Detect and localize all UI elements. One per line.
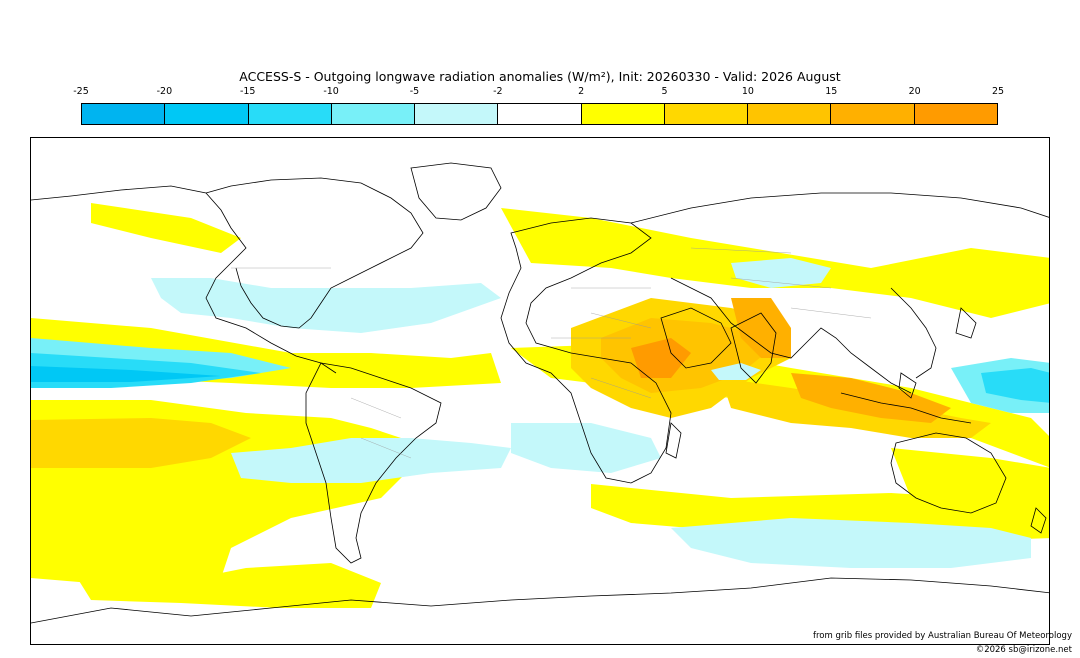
colorbar-tick-labels: -25 -20 -15 -10 -5 -2 2 5 10 15 20 25	[73, 86, 1004, 100]
map-title: ACCESS-S - Outgoing longwave radiation a…	[239, 69, 841, 84]
colorbar-tick-label: -25	[73, 86, 89, 97]
colorbar-segment	[581, 104, 665, 124]
colorbar-segment	[914, 104, 997, 124]
country-borders	[231, 247, 872, 459]
colorbar-segment	[831, 104, 915, 124]
colorbar-tick-label: 5	[661, 86, 668, 97]
colorbar-tick-label: 20	[908, 86, 921, 97]
anomaly-field	[31, 162, 1049, 624]
world-map	[30, 137, 1050, 645]
colorbar-tick-label: -5	[409, 86, 420, 97]
colorbar-tick-label: 10	[741, 86, 754, 97]
negative-anomaly-regions	[31, 258, 1049, 568]
copyright-credit: ©2026 sb@irizone.net	[975, 645, 1072, 655]
colorbar-segment	[748, 104, 832, 124]
positive-anomaly-regions	[31, 203, 1049, 608]
data-source-credit: from grib files provided by Australian B…	[812, 631, 1072, 641]
colorbar-tick-label: 2	[578, 86, 585, 97]
colorbar-tick-label: -2	[493, 86, 503, 97]
colorbar-tick-label: 25	[991, 86, 1005, 97]
colorbar-segment	[248, 104, 332, 124]
colorbar-segment	[664, 104, 749, 124]
colorbar-segment	[82, 104, 166, 124]
colorbar-segment	[331, 104, 416, 124]
colorbar-segment	[415, 104, 499, 124]
colorbar-tick-label: -15	[239, 86, 256, 97]
colorbar-tick-label: -20	[156, 86, 173, 97]
coastlines	[31, 162, 1049, 624]
colorbar-tick-label: 15	[825, 86, 838, 97]
colorbar	[81, 103, 998, 125]
colorbar-tick-label: -10	[323, 86, 339, 97]
colorbar-segment	[498, 104, 582, 124]
colorbar-segment	[165, 104, 249, 124]
